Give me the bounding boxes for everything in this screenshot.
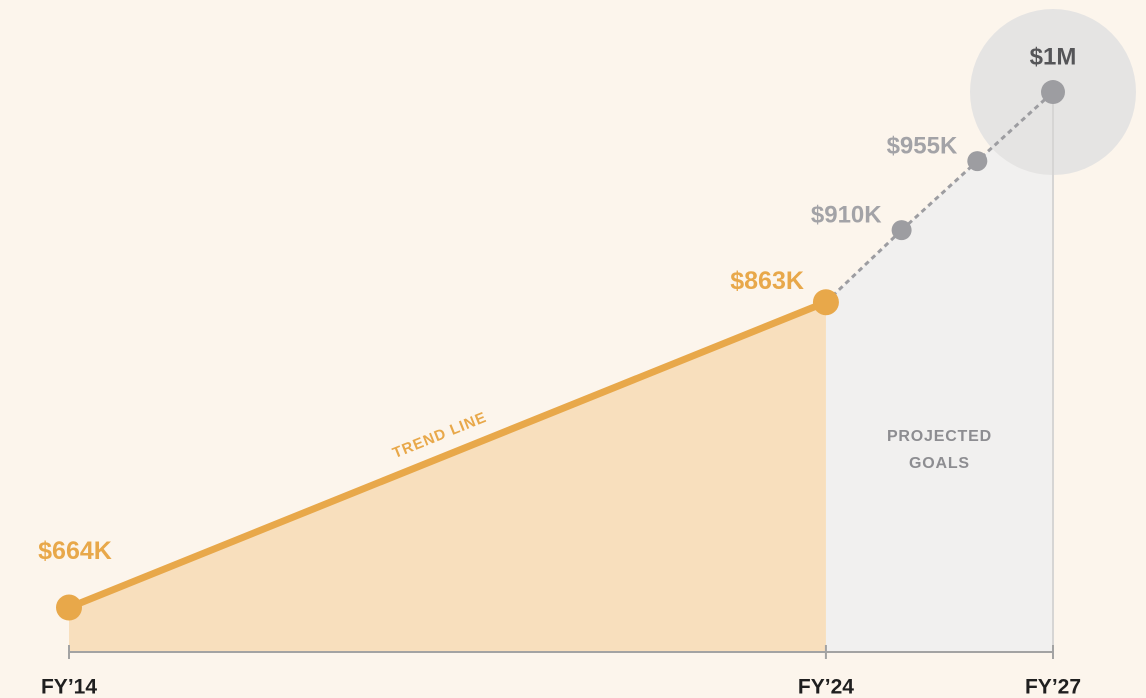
point bbox=[812, 289, 839, 316]
projected-label: PROJECTED bbox=[887, 428, 992, 445]
value-label: $910K bbox=[811, 201, 882, 228]
projected-label: GOALS bbox=[909, 455, 970, 472]
value-label: $1M bbox=[1030, 43, 1077, 70]
value-label: $955K bbox=[887, 132, 958, 159]
point bbox=[1041, 80, 1065, 105]
point bbox=[967, 151, 988, 172]
projected-region bbox=[825, 92, 1053, 652]
x-tick-label: FY’14 bbox=[41, 676, 97, 698]
value-label: $863K bbox=[730, 267, 804, 295]
trend-line bbox=[67, 298, 828, 611]
value-label: $664K bbox=[38, 537, 112, 565]
x-tick-label: FY’24 bbox=[798, 676, 854, 698]
point bbox=[891, 220, 912, 241]
x-tick-label: FY’27 bbox=[1025, 676, 1081, 698]
trend-area bbox=[69, 302, 826, 652]
point bbox=[56, 594, 82, 621]
